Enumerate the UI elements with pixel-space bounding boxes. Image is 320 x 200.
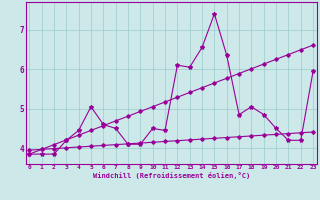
X-axis label: Windchill (Refroidissement éolien,°C): Windchill (Refroidissement éolien,°C) [92, 172, 250, 179]
